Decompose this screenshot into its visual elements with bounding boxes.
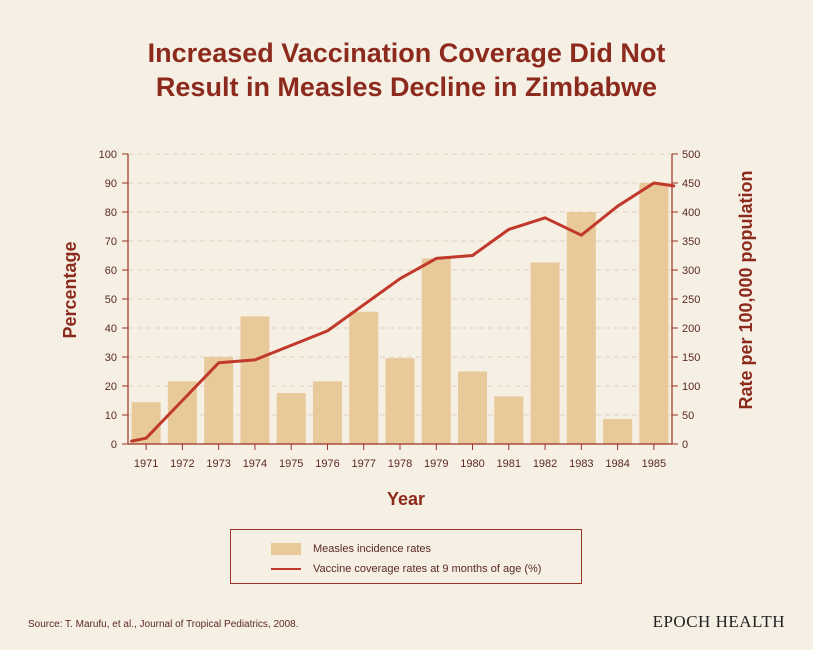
legend-line-swatch: [271, 568, 301, 570]
right-tick-label: 300: [682, 265, 700, 277]
x-tick-label: 1975: [279, 458, 303, 470]
right-tick-label: 100: [682, 381, 700, 393]
left-tick-label: 30: [105, 352, 117, 364]
y-axis-right-label: Rate per 100,000 population: [736, 170, 756, 409]
x-tick-label: 1981: [497, 458, 521, 470]
left-tick-label: 0: [111, 439, 117, 451]
x-tick-label: 1973: [206, 458, 230, 470]
brand-logo: EPOCH HEALTH: [652, 612, 785, 631]
bar-1979: [421, 258, 451, 444]
right-tick-label: 150: [682, 352, 700, 364]
x-axis-label: Year: [387, 489, 425, 509]
bar-1975: [276, 392, 306, 444]
x-tick-label: 1972: [170, 458, 194, 470]
x-tick-label: 1977: [351, 458, 375, 470]
left-tick-label: 40: [105, 323, 117, 335]
left-tick-label: 50: [105, 294, 117, 306]
x-tick-label: 1985: [642, 458, 666, 470]
chart-title-line-2: Result in Measles Decline in Zimbabwe: [155, 72, 658, 102]
x-tick-label: 1979: [424, 458, 448, 470]
bar-1973: [204, 357, 234, 444]
right-tick-label: 350: [682, 236, 700, 248]
bar-series: [131, 183, 669, 444]
right-tick-label: 500: [682, 149, 700, 161]
bar-1980: [458, 371, 488, 444]
x-tick-label: 1976: [315, 458, 339, 470]
bar-1982: [530, 262, 560, 444]
x-tick-label: 1974: [243, 458, 267, 470]
bar-1976: [312, 381, 342, 444]
left-axis-ticks: 0 10 20 30 40 50 60 70 80 90 100: [99, 149, 128, 451]
line-series: [130, 181, 676, 443]
right-axis-ticks: 0 50 100 150 200 250 300 350 400 450 500: [672, 149, 700, 451]
y-axis-left-label: Percentage: [60, 241, 80, 338]
left-tick-label: 20: [105, 381, 117, 393]
left-tick-label: 90: [105, 178, 117, 190]
x-tick-label: 1983: [569, 458, 593, 470]
bar-1977: [349, 311, 379, 444]
left-tick-label: 100: [99, 149, 117, 161]
x-tick-label: 1982: [533, 458, 557, 470]
right-tick-label: 400: [682, 207, 700, 219]
legend-label-line: Vaccine coverage rates at 9 months of ag…: [313, 563, 542, 575]
bar-1983: [566, 212, 596, 444]
right-tick-label: 250: [682, 294, 700, 306]
x-axis-ticks: 1971 1972 1973 1974 1975 1976 1977 1978 1979 1980…: [134, 444, 666, 470]
left-tick-label: 70: [105, 236, 117, 248]
bar-1978: [385, 358, 415, 444]
right-tick-label: 450: [682, 178, 700, 190]
x-tick-label: 1978: [388, 458, 412, 470]
x-tick-label: 1980: [460, 458, 484, 470]
legend-item-line: Vaccine coverage rates at 9 months of ag…: [271, 561, 541, 577]
source-note: Source: T. Marufu, et al., Journal of Tr…: [28, 619, 299, 630]
legend-bar-swatch: [271, 543, 301, 555]
bar-1974: [240, 316, 270, 444]
right-tick-label: 50: [682, 410, 694, 422]
right-tick-label: 200: [682, 323, 700, 335]
legend-item-bars: Measles incidence rates: [271, 541, 431, 557]
bar-1985: [639, 183, 669, 444]
x-tick-label: 1984: [605, 458, 629, 470]
chart-title: Increased Vaccination Coverage Did Not R…: [0, 36, 813, 104]
left-tick-label: 60: [105, 265, 117, 277]
legend: Measles incidence rates Vaccine coverage…: [230, 529, 582, 584]
right-tick-label: 0: [682, 439, 688, 451]
bar-1984: [603, 419, 633, 444]
left-tick-label: 80: [105, 207, 117, 219]
x-tick-label: 1971: [134, 458, 158, 470]
chart-title-line-1: Increased Vaccination Coverage Did Not: [147, 38, 666, 68]
left-tick-label: 10: [105, 410, 117, 422]
bar-1981: [494, 396, 524, 444]
legend-label-bars: Measles incidence rates: [313, 543, 432, 555]
